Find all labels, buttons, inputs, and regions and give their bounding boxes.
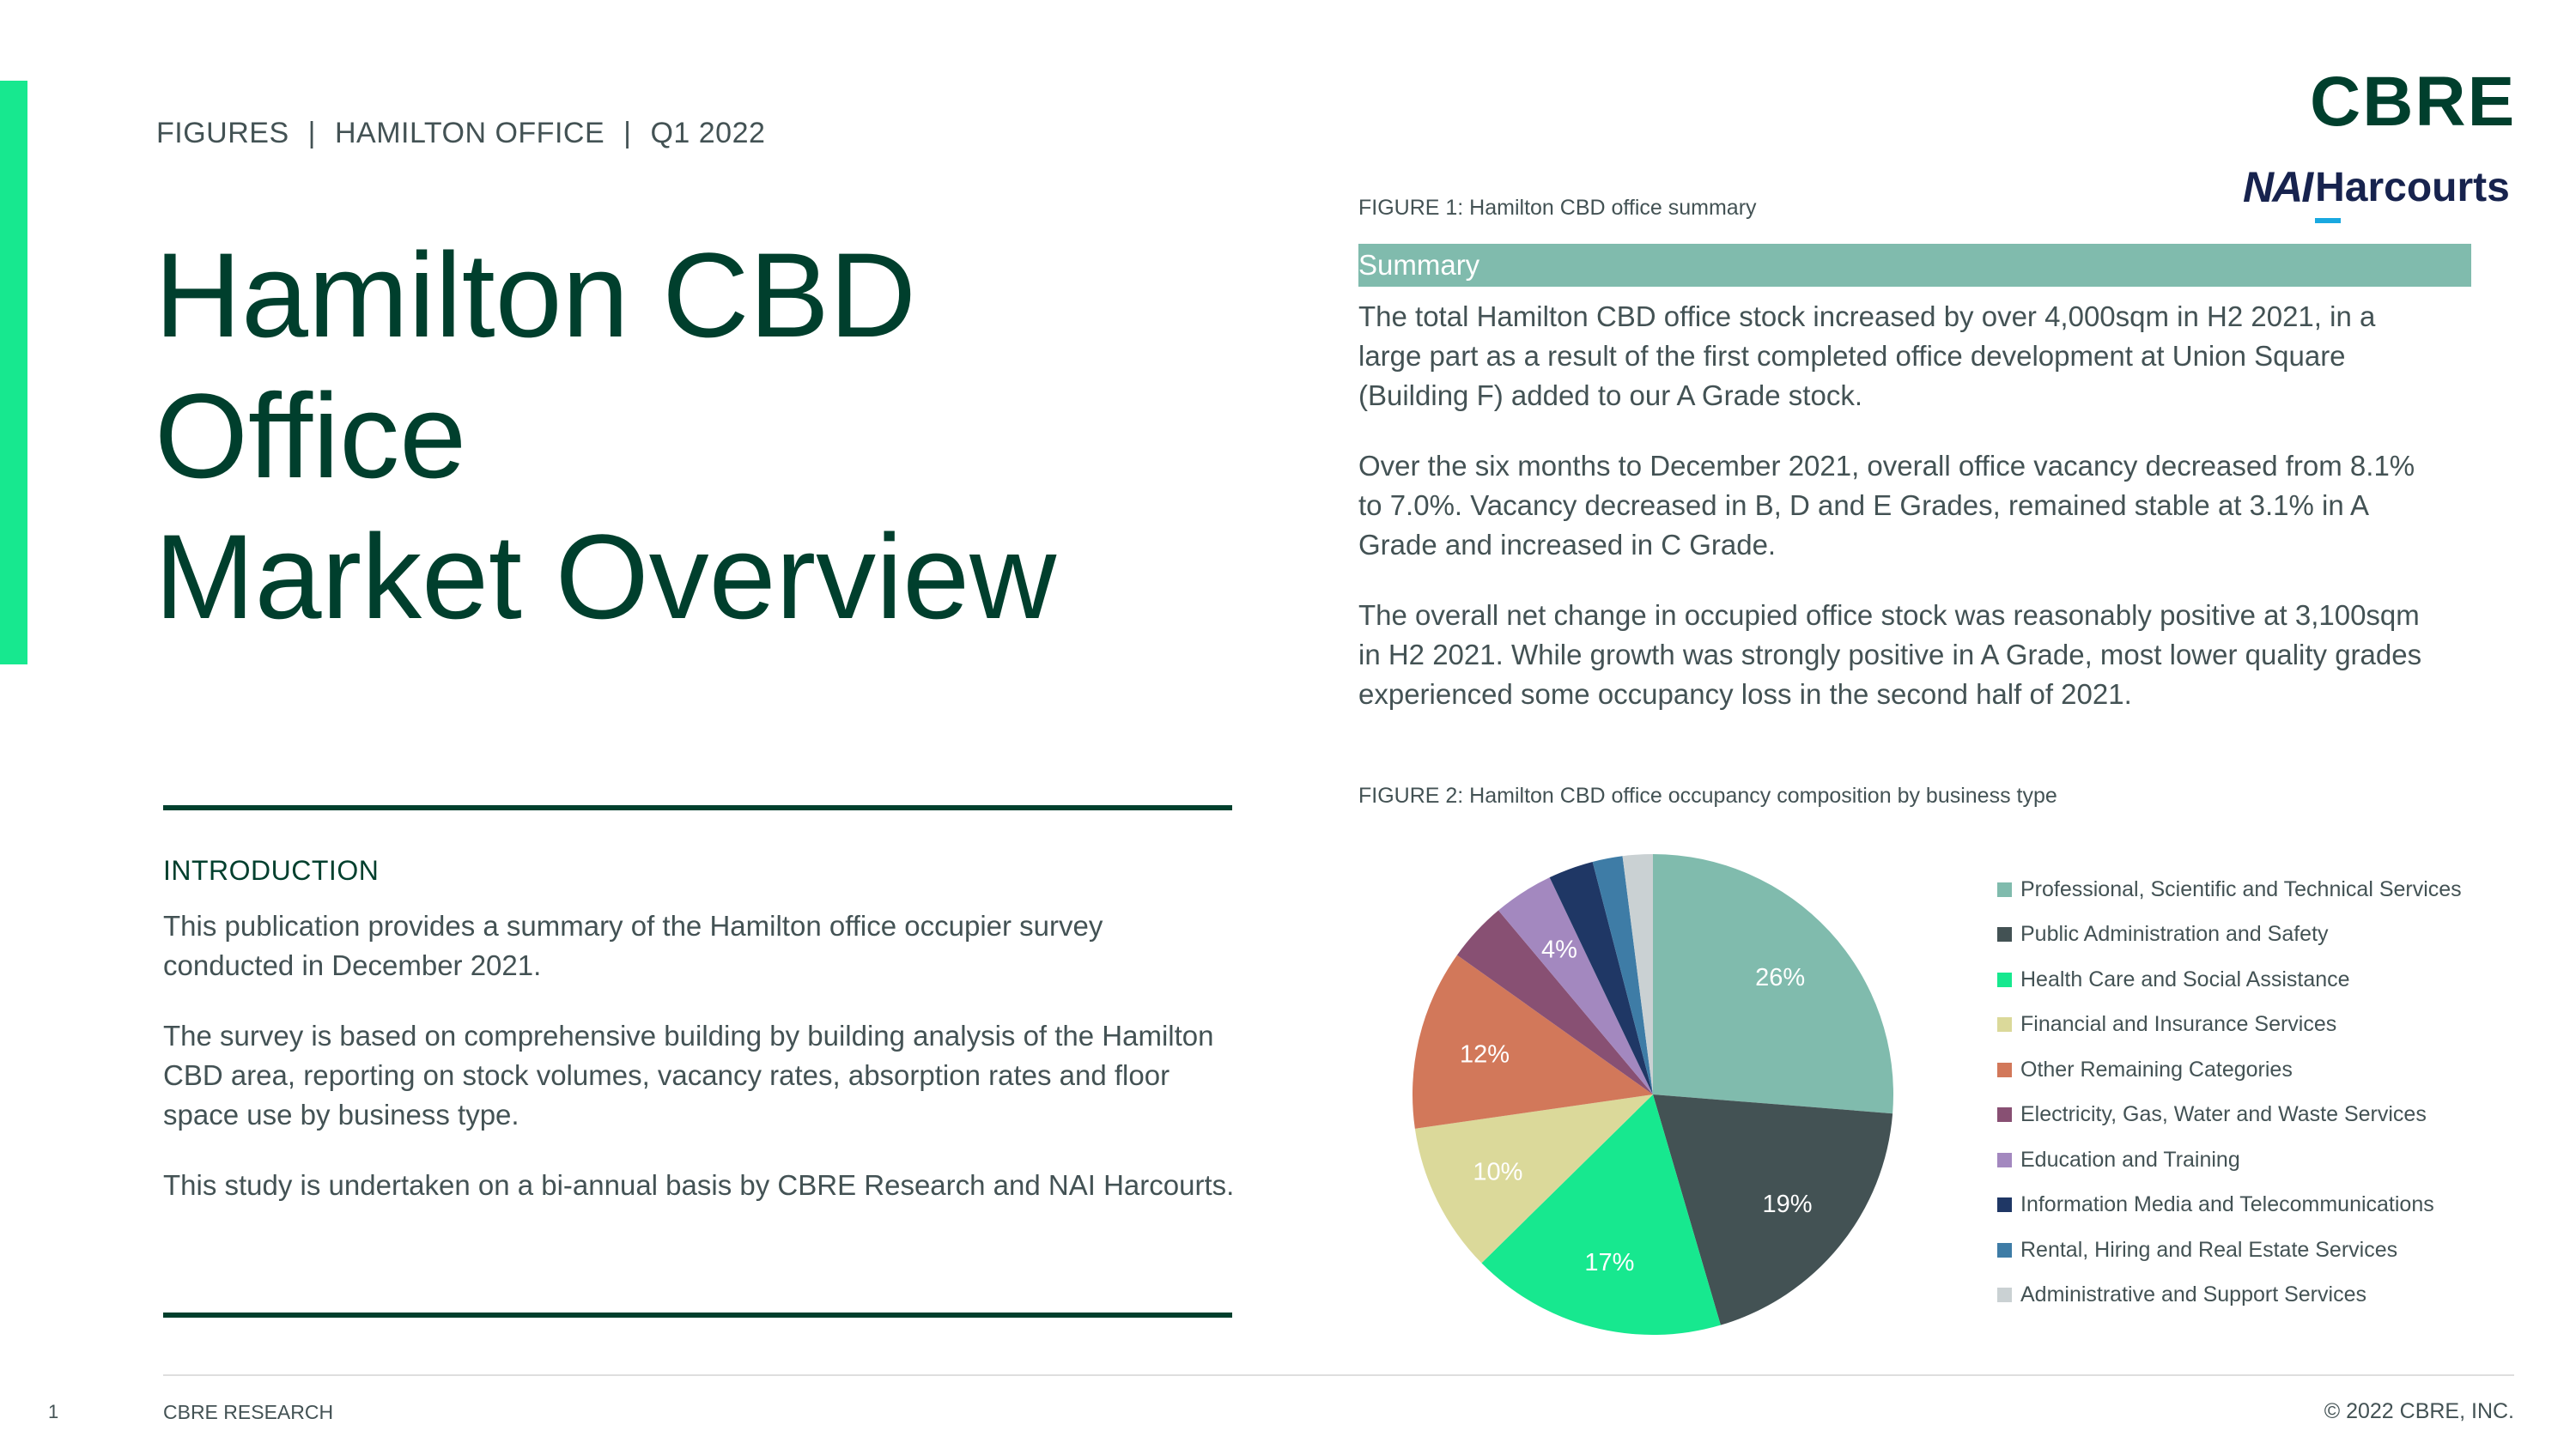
- cbre-logo: CBRE: [2310, 63, 2517, 141]
- breadcrumb-separator: |: [307, 117, 316, 149]
- summary-body: The total Hamilton CBD office stock incr…: [1358, 297, 2423, 745]
- legend-label: Rental, Hiring and Real Estate Services: [2020, 1237, 2398, 1262]
- introduction-paragraph: This publication provides a summary of t…: [163, 910, 1103, 981]
- nai-logo-mark: NAI: [2243, 163, 2313, 211]
- summary-paragraph: The overall net change in occupied offic…: [1358, 599, 2422, 710]
- breadcrumb-separator: |: [623, 117, 632, 149]
- legend-item: Information Media and Telecommunications: [1997, 1183, 2462, 1228]
- footer-source: CBRE RESEARCH: [163, 1401, 334, 1423]
- legend-item: Administrative and Support Services: [1997, 1273, 2462, 1319]
- legend-swatch: [1997, 882, 2012, 897]
- pie-slice: [1456, 910, 1653, 1094]
- accent-bar: [0, 81, 27, 664]
- introduction-paragraph: This study is undertaken on a bi-annual …: [163, 1169, 1235, 1201]
- legend-label: Health Care and Social Assistance: [2020, 967, 2350, 991]
- figure2-caption: FIGURE 2: Hamilton CBD office occupancy …: [1358, 784, 2057, 808]
- introduction-body: This publication provides a summary of t…: [163, 906, 1236, 1236]
- chart-legend: Professional, Scientific and Technical S…: [1997, 867, 2462, 1318]
- pie-data-label: 12%: [1460, 1040, 1510, 1068]
- legend-swatch: [1997, 1288, 2012, 1303]
- legend-item: Financial and Insurance Services: [1997, 1003, 2462, 1048]
- legend-swatch: [1997, 1197, 2012, 1213]
- pie-data-label: 26%: [1755, 964, 1805, 991]
- breadcrumb-section: FIGURES: [156, 117, 289, 149]
- breadcrumb: FIGURES | HAMILTON OFFICE | Q1 2022: [156, 117, 765, 150]
- legend-item: Health Care and Social Assistance: [1997, 957, 2462, 1003]
- legend-label: Professional, Scientific and Technical S…: [2020, 876, 2462, 901]
- pie-chart: 26% 19% 17% 10% 12% 4%: [1413, 854, 1893, 1335]
- breadcrumb-topic: HAMILTON OFFICE: [334, 117, 605, 149]
- legend-swatch: [1997, 1152, 2012, 1167]
- legend-swatch: [1997, 1242, 2012, 1258]
- pie-slice: [1498, 877, 1653, 1094]
- legend-label: Other Remaining Categories: [2020, 1057, 2293, 1082]
- legend-label: Electricity, Gas, Water and Waste Servic…: [2020, 1102, 2427, 1127]
- title-line: Market Overview: [155, 509, 1057, 644]
- breadcrumb-period: Q1 2022: [650, 117, 766, 149]
- legend-label: Education and Training: [2020, 1147, 2240, 1172]
- summary-paragraph: The total Hamilton CBD office stock incr…: [1358, 300, 2376, 411]
- legend-label: Information Media and Telecommunications: [2020, 1192, 2434, 1217]
- divider-top: [163, 805, 1232, 810]
- introduction-heading: INTRODUCTION: [163, 855, 380, 886]
- legend-swatch: [1997, 927, 2012, 943]
- legend-swatch: [1997, 1107, 2012, 1123]
- legend-swatch: [1997, 1017, 2012, 1033]
- pie-slice: [1592, 856, 1653, 1094]
- page-number: 1: [48, 1401, 59, 1422]
- footer-divider: [163, 1374, 2514, 1376]
- legend-item: Other Remaining Categories: [1997, 1047, 2462, 1093]
- legend-label: Financial and Insurance Services: [2020, 1012, 2337, 1037]
- legend-label: Administrative and Support Services: [2020, 1282, 2366, 1307]
- pie-slice: [1653, 1094, 1893, 1325]
- nai-harcourts-logo: NAI Harcourts: [2243, 161, 2514, 223]
- harcourts-wordmark: Harcourts: [2315, 164, 2510, 223]
- pie-slice: [1622, 854, 1653, 1094]
- summary-paragraph: Over the six months to December 2021, ov…: [1358, 450, 2415, 561]
- divider-bottom: [163, 1313, 1232, 1318]
- legend-item: Public Administration and Safety: [1997, 912, 2462, 958]
- introduction-paragraph: The survey is based on comprehensive bui…: [163, 1020, 1214, 1131]
- legend-label: Public Administration and Safety: [2020, 922, 2329, 947]
- legend-item: Rental, Hiring and Real Estate Services: [1997, 1228, 2462, 1273]
- pie-slice: [1549, 861, 1653, 1094]
- pie-data-label: 17%: [1584, 1249, 1634, 1276]
- page-title: Hamilton CBD Office Market Overview: [155, 225, 1056, 647]
- title-line: Hamilton CBD: [155, 227, 916, 362]
- pie-data-label: 10%: [1473, 1159, 1522, 1186]
- legend-item: Electricity, Gas, Water and Waste Servic…: [1997, 1093, 2462, 1138]
- legend-swatch: [1997, 972, 2012, 987]
- title-line: Office: [155, 368, 467, 503]
- legend-item: Professional, Scientific and Technical S…: [1997, 867, 2462, 912]
- pie-slice: [1653, 854, 1893, 1114]
- pie-data-label: 4%: [1541, 936, 1577, 963]
- summary-header: Summary: [1358, 244, 2471, 287]
- pie-slice: [1414, 1094, 1653, 1264]
- legend-item: Education and Training: [1997, 1137, 2462, 1183]
- pie-slice: [1481, 1094, 1721, 1335]
- pie-slice: [1413, 955, 1653, 1129]
- figure1-caption: FIGURE 1: Hamilton CBD office summary: [1358, 196, 1757, 220]
- pie-data-label: 19%: [1762, 1191, 1812, 1218]
- legend-swatch: [1997, 1062, 2012, 1077]
- footer-copyright: © 2022 CBRE, INC.: [2324, 1399, 2514, 1423]
